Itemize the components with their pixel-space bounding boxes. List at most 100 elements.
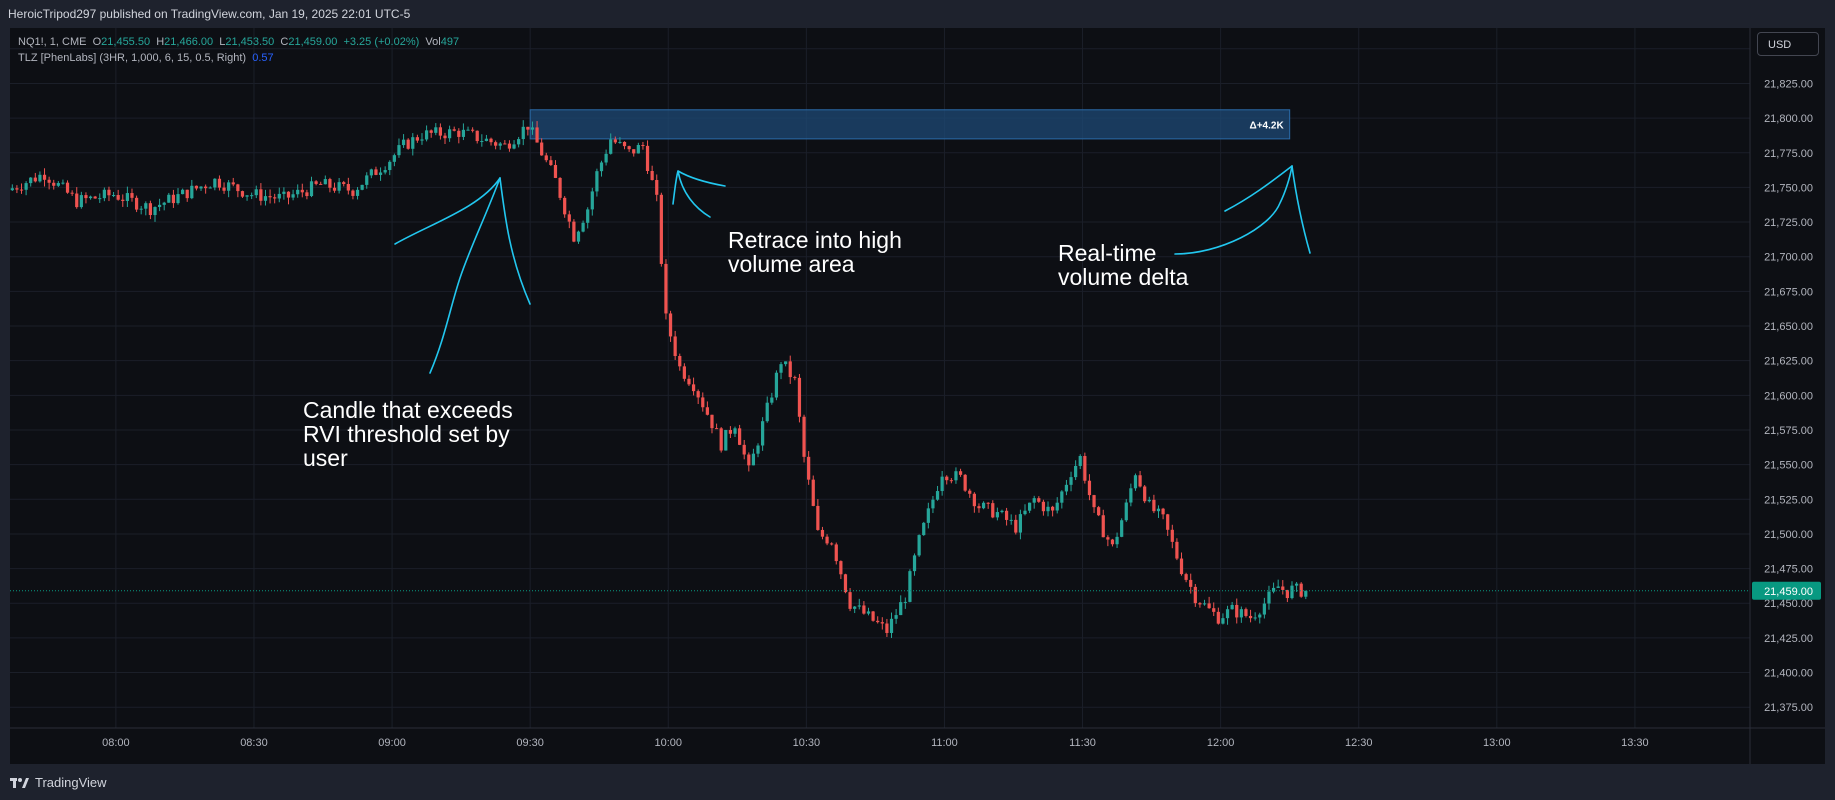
candle-body bbox=[236, 184, 240, 192]
candle-body bbox=[1235, 604, 1239, 618]
candle-body bbox=[1004, 510, 1009, 520]
candle-body bbox=[880, 622, 884, 624]
change-value: +3.25 (+0.02%) bbox=[343, 36, 420, 48]
candle-body bbox=[1184, 574, 1188, 580]
candle-body bbox=[641, 145, 645, 147]
price-tick-label: 21,525.00 bbox=[1764, 494, 1813, 506]
tradingview-brand[interactable]: TradingView bbox=[10, 775, 107, 790]
price-tick-label: 21,825.00 bbox=[1764, 78, 1813, 90]
candle-body bbox=[839, 561, 843, 575]
candle-body bbox=[756, 445, 760, 454]
price-tick-label: 21,475.00 bbox=[1764, 564, 1813, 576]
time-tick-label: 13:00 bbox=[1483, 737, 1511, 749]
price-tick-label: 21,450.00 bbox=[1764, 598, 1813, 610]
candle-body bbox=[742, 444, 746, 455]
candle-body bbox=[1087, 480, 1092, 496]
candle-body bbox=[1276, 586, 1280, 588]
candle-body bbox=[268, 196, 272, 198]
chart-legend: NQ1!, 1, CME O21,455.50 H21,466.00 L21,4… bbox=[18, 34, 459, 66]
price-tick-label: 21,425.00 bbox=[1764, 633, 1813, 645]
time-tick-label: 09:30 bbox=[516, 737, 544, 749]
candle-body bbox=[761, 421, 765, 446]
candle-body bbox=[802, 416, 806, 457]
candle-body bbox=[678, 356, 682, 367]
candle-body bbox=[1101, 515, 1105, 538]
candle-body bbox=[673, 336, 677, 357]
candle-body bbox=[29, 177, 33, 184]
close-value: 21,459.00 bbox=[288, 36, 338, 48]
candle-body bbox=[52, 182, 56, 186]
chart-area[interactable]: Δ+4.2K21,850.0021,825.0021,800.0021,775.… bbox=[10, 28, 1825, 764]
candle-body bbox=[309, 181, 314, 197]
candle-body bbox=[517, 139, 521, 145]
price-tick-label: 21,800.00 bbox=[1764, 113, 1813, 125]
indicator-label[interactable]: TLZ [PhenLabs] (3HR, 1,000, 6, 15, 0.5, … bbox=[18, 52, 247, 64]
candle-body bbox=[599, 162, 604, 172]
candle-body bbox=[586, 209, 590, 223]
candle-body bbox=[719, 428, 723, 451]
candle-body bbox=[19, 189, 24, 191]
candle-body bbox=[420, 139, 424, 141]
candle-body bbox=[733, 428, 737, 434]
candle-body bbox=[521, 126, 525, 140]
annotation-stroke bbox=[394, 177, 501, 245]
candle-body bbox=[176, 194, 180, 204]
candle-body bbox=[360, 184, 364, 190]
candle-body bbox=[908, 571, 912, 602]
candle-body bbox=[231, 182, 235, 185]
candle-body bbox=[38, 174, 42, 182]
symbol-label[interactable]: NQ1!, 1, CME bbox=[18, 36, 87, 48]
candle-body bbox=[291, 194, 295, 198]
candle-body bbox=[618, 141, 622, 143]
time-tick-label: 10:30 bbox=[793, 737, 821, 749]
candle-body bbox=[84, 195, 88, 199]
volume-value: 497 bbox=[440, 36, 460, 48]
candle-body bbox=[1156, 508, 1161, 512]
candle-body bbox=[1189, 579, 1193, 587]
price-tick-label: 21,575.00 bbox=[1764, 425, 1813, 437]
candle-body bbox=[369, 169, 373, 176]
currency-button[interactable]: USD bbox=[1757, 32, 1819, 56]
candle-body bbox=[1041, 501, 1046, 512]
candle-body bbox=[125, 193, 129, 201]
candle-body bbox=[650, 171, 654, 181]
indicator-row[interactable]: TLZ [PhenLabs] (3HR, 1,000, 6, 15, 0.5, … bbox=[18, 50, 459, 66]
candle-body bbox=[714, 428, 719, 430]
candle-body bbox=[1129, 488, 1133, 503]
candle-body bbox=[724, 429, 728, 451]
candle-body bbox=[250, 195, 254, 197]
candle-body bbox=[1216, 611, 1220, 624]
candlestick-chart[interactable]: Δ+4.2K21,850.0021,825.0021,800.0021,775.… bbox=[10, 28, 1825, 764]
candle-body bbox=[751, 453, 756, 466]
candle-body bbox=[222, 187, 226, 191]
candle-body bbox=[830, 543, 834, 545]
candle-body bbox=[484, 138, 489, 142]
grid-lines bbox=[10, 28, 1750, 728]
price-tick-label: 21,775.00 bbox=[1764, 148, 1813, 160]
candle-body bbox=[1299, 583, 1303, 597]
candle-body bbox=[245, 195, 249, 197]
candle-body bbox=[876, 620, 880, 623]
candle-body bbox=[701, 397, 705, 408]
candle-body bbox=[563, 197, 567, 215]
candle-body bbox=[728, 429, 733, 434]
price-tick-label: 21,400.00 bbox=[1764, 668, 1813, 680]
low-label: L bbox=[219, 36, 226, 48]
candle-body bbox=[604, 153, 608, 163]
candle-body bbox=[981, 502, 986, 509]
candle-body bbox=[1281, 586, 1285, 590]
time-scale: 08:00 08:30 09:00 09:30 10:00 10:30 11:00 11:30… bbox=[102, 737, 1649, 749]
candle-body bbox=[1285, 589, 1289, 599]
candle-body bbox=[737, 428, 742, 445]
candle-body bbox=[1258, 614, 1262, 618]
candle-body bbox=[452, 129, 456, 131]
candle-body bbox=[507, 143, 512, 149]
candle-body bbox=[1106, 537, 1110, 540]
candle-body bbox=[461, 129, 466, 137]
candle-body bbox=[590, 191, 594, 210]
candle-body bbox=[351, 190, 355, 196]
candle-body bbox=[595, 171, 599, 192]
candle-body bbox=[121, 199, 125, 201]
candle-body bbox=[1037, 498, 1041, 502]
candle-body bbox=[296, 189, 300, 195]
